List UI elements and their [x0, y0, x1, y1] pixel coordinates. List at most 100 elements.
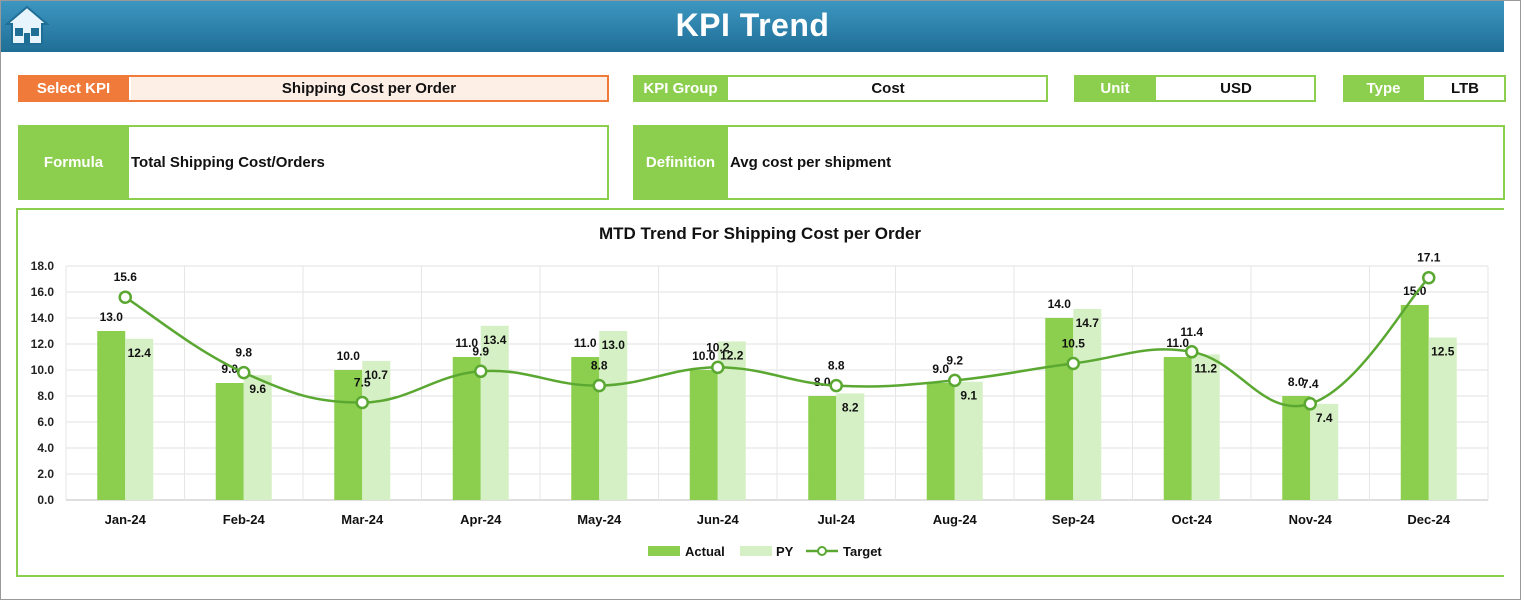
y-tick-label: 0.0	[37, 493, 54, 507]
target-point	[592, 378, 606, 393]
data-label-target: 9.2	[946, 353, 963, 367]
bar-actual	[1400, 305, 1429, 500]
data-label-actual: 9.0	[932, 362, 949, 376]
data-label-py: 10.7	[365, 368, 389, 382]
select-kpi-label: Select KPI	[18, 75, 129, 102]
data-label-target: 9.9	[472, 344, 489, 358]
data-label-actual: 8.0	[1288, 375, 1305, 389]
y-tick-label: 14.0	[31, 311, 55, 325]
bar-py	[836, 393, 865, 500]
bar-py	[1073, 308, 1102, 500]
home-icon	[4, 5, 50, 45]
bar-py	[362, 360, 391, 500]
x-tick-label: Jul-24	[817, 512, 855, 527]
data-label-py: 7.4	[1316, 411, 1333, 425]
target-point	[118, 290, 132, 304]
bar-py	[599, 331, 628, 500]
select-kpi-dropdown[interactable]: Shipping Cost per Order	[131, 77, 607, 100]
legend-py-swatch	[740, 546, 772, 556]
bar-actual	[1282, 396, 1311, 500]
data-label-py: 8.2	[842, 400, 859, 414]
x-tick-label: Aug-24	[933, 512, 978, 527]
y-tick-label: 12.0	[31, 337, 55, 351]
data-label-actual: 11.0	[455, 336, 478, 350]
bar-py	[125, 338, 154, 500]
data-label-actual: 8.0	[814, 375, 831, 389]
bar-py	[954, 381, 983, 500]
target-point	[355, 395, 369, 410]
y-tick-label: 4.0	[37, 441, 54, 455]
data-label-actual: 11.0	[574, 336, 597, 350]
x-tick-label: Apr-24	[460, 512, 502, 527]
data-label-actual: 11.0	[1166, 336, 1189, 350]
x-tick-label: Mar-24	[341, 512, 384, 527]
home-button[interactable]	[4, 4, 50, 48]
x-tick-label: Oct-24	[1172, 512, 1213, 527]
data-label-py: 13.0	[602, 338, 626, 352]
bar-actual	[1163, 357, 1192, 500]
data-label-target: 8.8	[828, 359, 845, 373]
target-point	[1303, 397, 1317, 411]
y-tick-label: 18.0	[31, 259, 55, 273]
chart-title: MTD Trend For Shipping Cost per Order	[598, 224, 922, 243]
data-label-actual: 10.0	[692, 349, 716, 363]
data-label-target: 9.8	[235, 346, 252, 360]
data-label-target: 8.8	[591, 359, 608, 373]
y-tick-label: 10.0	[31, 363, 55, 377]
data-label-py: 13.4	[483, 333, 507, 347]
formula-value: Total Shipping Cost/Orders	[131, 127, 607, 198]
bar-py	[243, 375, 272, 500]
x-tick-label: Jun-24	[697, 512, 740, 527]
kpi-group-value: Cost	[730, 77, 1046, 100]
bar-py	[1191, 354, 1220, 500]
bar-actual	[334, 370, 363, 500]
formula-label: Formula	[18, 125, 129, 200]
x-tick-label: Feb-24	[223, 512, 266, 527]
unit-label: Unit	[1074, 75, 1156, 102]
legend-target-marker	[817, 546, 827, 556]
bar-py	[480, 325, 509, 500]
x-tick-label: Nov-24	[1289, 512, 1333, 527]
bar-actual	[1045, 318, 1074, 500]
y-tick-label: 2.0	[37, 467, 54, 481]
data-label-target: 10.2	[706, 340, 730, 354]
x-tick-label: Dec-24	[1407, 512, 1450, 527]
bar-py	[1310, 403, 1339, 500]
data-label-py: 12.4	[128, 346, 152, 360]
definition-value: Avg cost per shipment	[730, 127, 1503, 198]
type-label: Type	[1343, 75, 1424, 102]
target-point	[829, 378, 843, 393]
legend-actual-label: Actual	[685, 544, 725, 559]
kpi-group-label: KPI Group	[633, 75, 728, 102]
x-tick-label: May-24	[577, 512, 622, 527]
data-label-actual: 10.0	[337, 349, 361, 363]
bar-actual	[926, 383, 955, 500]
target-point	[1422, 270, 1436, 285]
data-label-py: 12.5	[1431, 345, 1455, 359]
header-bar: KPI Trend	[1, 1, 1504, 52]
data-label-target: 17.1	[1417, 251, 1441, 265]
data-label-target: 10.5	[1062, 337, 1086, 351]
x-tick-label: Sep-24	[1052, 512, 1095, 527]
target-point	[237, 365, 251, 380]
unit-value: USD	[1158, 77, 1314, 100]
target-point	[948, 373, 962, 388]
x-tick-label: Jan-24	[105, 512, 147, 527]
data-label-actual: 13.0	[100, 310, 124, 324]
target-point	[474, 364, 488, 379]
bar-actual	[808, 396, 837, 500]
type-value: LTB	[1426, 77, 1504, 100]
data-label-target: 15.6	[114, 270, 138, 284]
legend-py-label: PY	[776, 544, 794, 559]
page-title: KPI Trend	[675, 7, 830, 43]
y-tick-label: 6.0	[37, 415, 54, 429]
bar-actual	[452, 357, 481, 500]
y-tick-label: 8.0	[37, 389, 54, 403]
data-label-target: 7.5	[354, 376, 371, 390]
legend-target-label: Target	[843, 544, 882, 559]
data-label-py: 9.6	[249, 382, 266, 396]
data-label-target: 11.4	[1180, 325, 1203, 339]
data-label-target: 7.4	[1302, 377, 1319, 391]
target-point	[1185, 345, 1199, 359]
